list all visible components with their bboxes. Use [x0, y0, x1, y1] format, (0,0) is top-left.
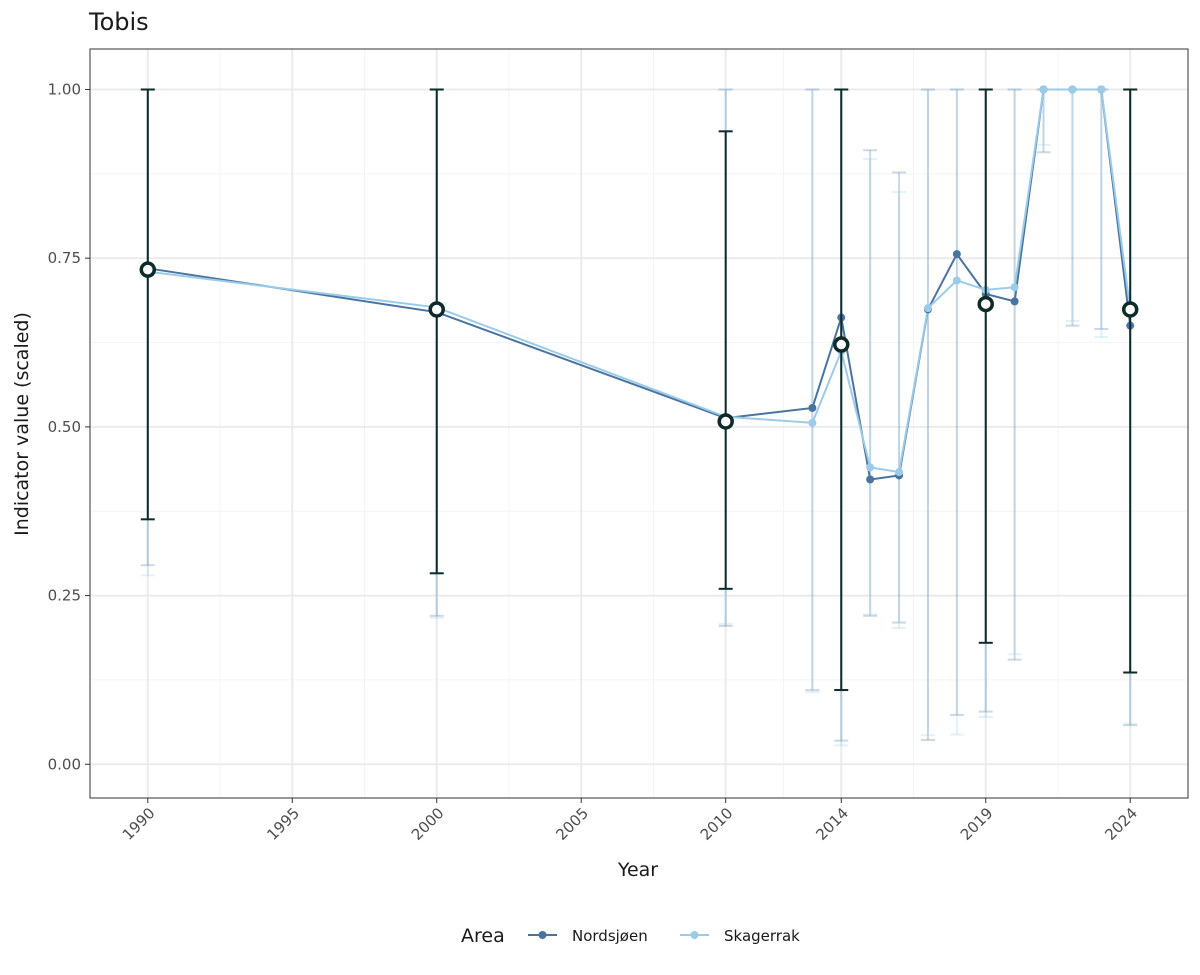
data-point	[866, 463, 875, 472]
x-tick-label: 2010	[697, 804, 737, 844]
y-tick-label: 0.25	[48, 587, 81, 605]
data-point	[1039, 85, 1048, 94]
x-tick-label: 1990	[119, 804, 159, 844]
plot-panel-background	[90, 49, 1188, 798]
data-point	[1097, 85, 1106, 94]
aggregate-point	[977, 295, 994, 313]
aggregate-point	[1121, 301, 1139, 318]
legend-title: Area	[461, 925, 505, 947]
x-tick-label: 2005	[552, 804, 592, 844]
x-tick-label: 2024	[1101, 804, 1141, 844]
x-tick-label: 2019	[957, 804, 997, 844]
y-tick-label: 0.00	[48, 755, 81, 773]
y-axis: 0.00 0.25 0.50 0.75 1.00	[48, 80, 90, 773]
aggregate-point	[833, 336, 850, 353]
x-tick-label: 2000	[408, 804, 448, 844]
data-point	[923, 304, 932, 313]
x-axis: 1990 1995 2000 2005 2010 2014 2019 2024	[119, 798, 1141, 844]
data-point	[1010, 297, 1019, 306]
aggregate-layer	[139, 88, 1139, 692]
aggregate-point	[428, 301, 445, 318]
grid	[90, 49, 1188, 798]
y-tick-label: 1.00	[48, 80, 81, 98]
plot-panel-border	[89, 48, 1189, 799]
data-point	[808, 418, 817, 427]
legend-key-nordsjoen	[528, 931, 557, 939]
data-point	[952, 250, 961, 259]
data-point	[1068, 85, 1077, 94]
aggregate-point	[717, 413, 734, 430]
y-tick-label: 0.50	[48, 418, 81, 436]
chart-title: Tobis	[88, 8, 149, 36]
legend-label-skagerrak: Skagerrak	[724, 927, 800, 945]
data-point	[866, 475, 875, 484]
data-point	[808, 403, 817, 412]
legend-label-nordsjoen: Nordsjøen	[572, 927, 648, 945]
y-tick-label: 0.75	[48, 249, 81, 267]
x-tick-label: 1995	[263, 804, 303, 844]
data-point	[1010, 283, 1019, 292]
x-axis-title: Year	[617, 859, 658, 881]
legend: Area Nordsjøen Skagerrak	[461, 925, 800, 947]
data-point	[895, 468, 904, 477]
y-axis-title: Indicator value (scaled)	[11, 312, 33, 536]
aggregate-point	[139, 261, 157, 278]
x-tick-label: 2014	[812, 804, 852, 844]
data-point	[952, 276, 961, 285]
legend-key-skagerrak	[680, 931, 709, 939]
